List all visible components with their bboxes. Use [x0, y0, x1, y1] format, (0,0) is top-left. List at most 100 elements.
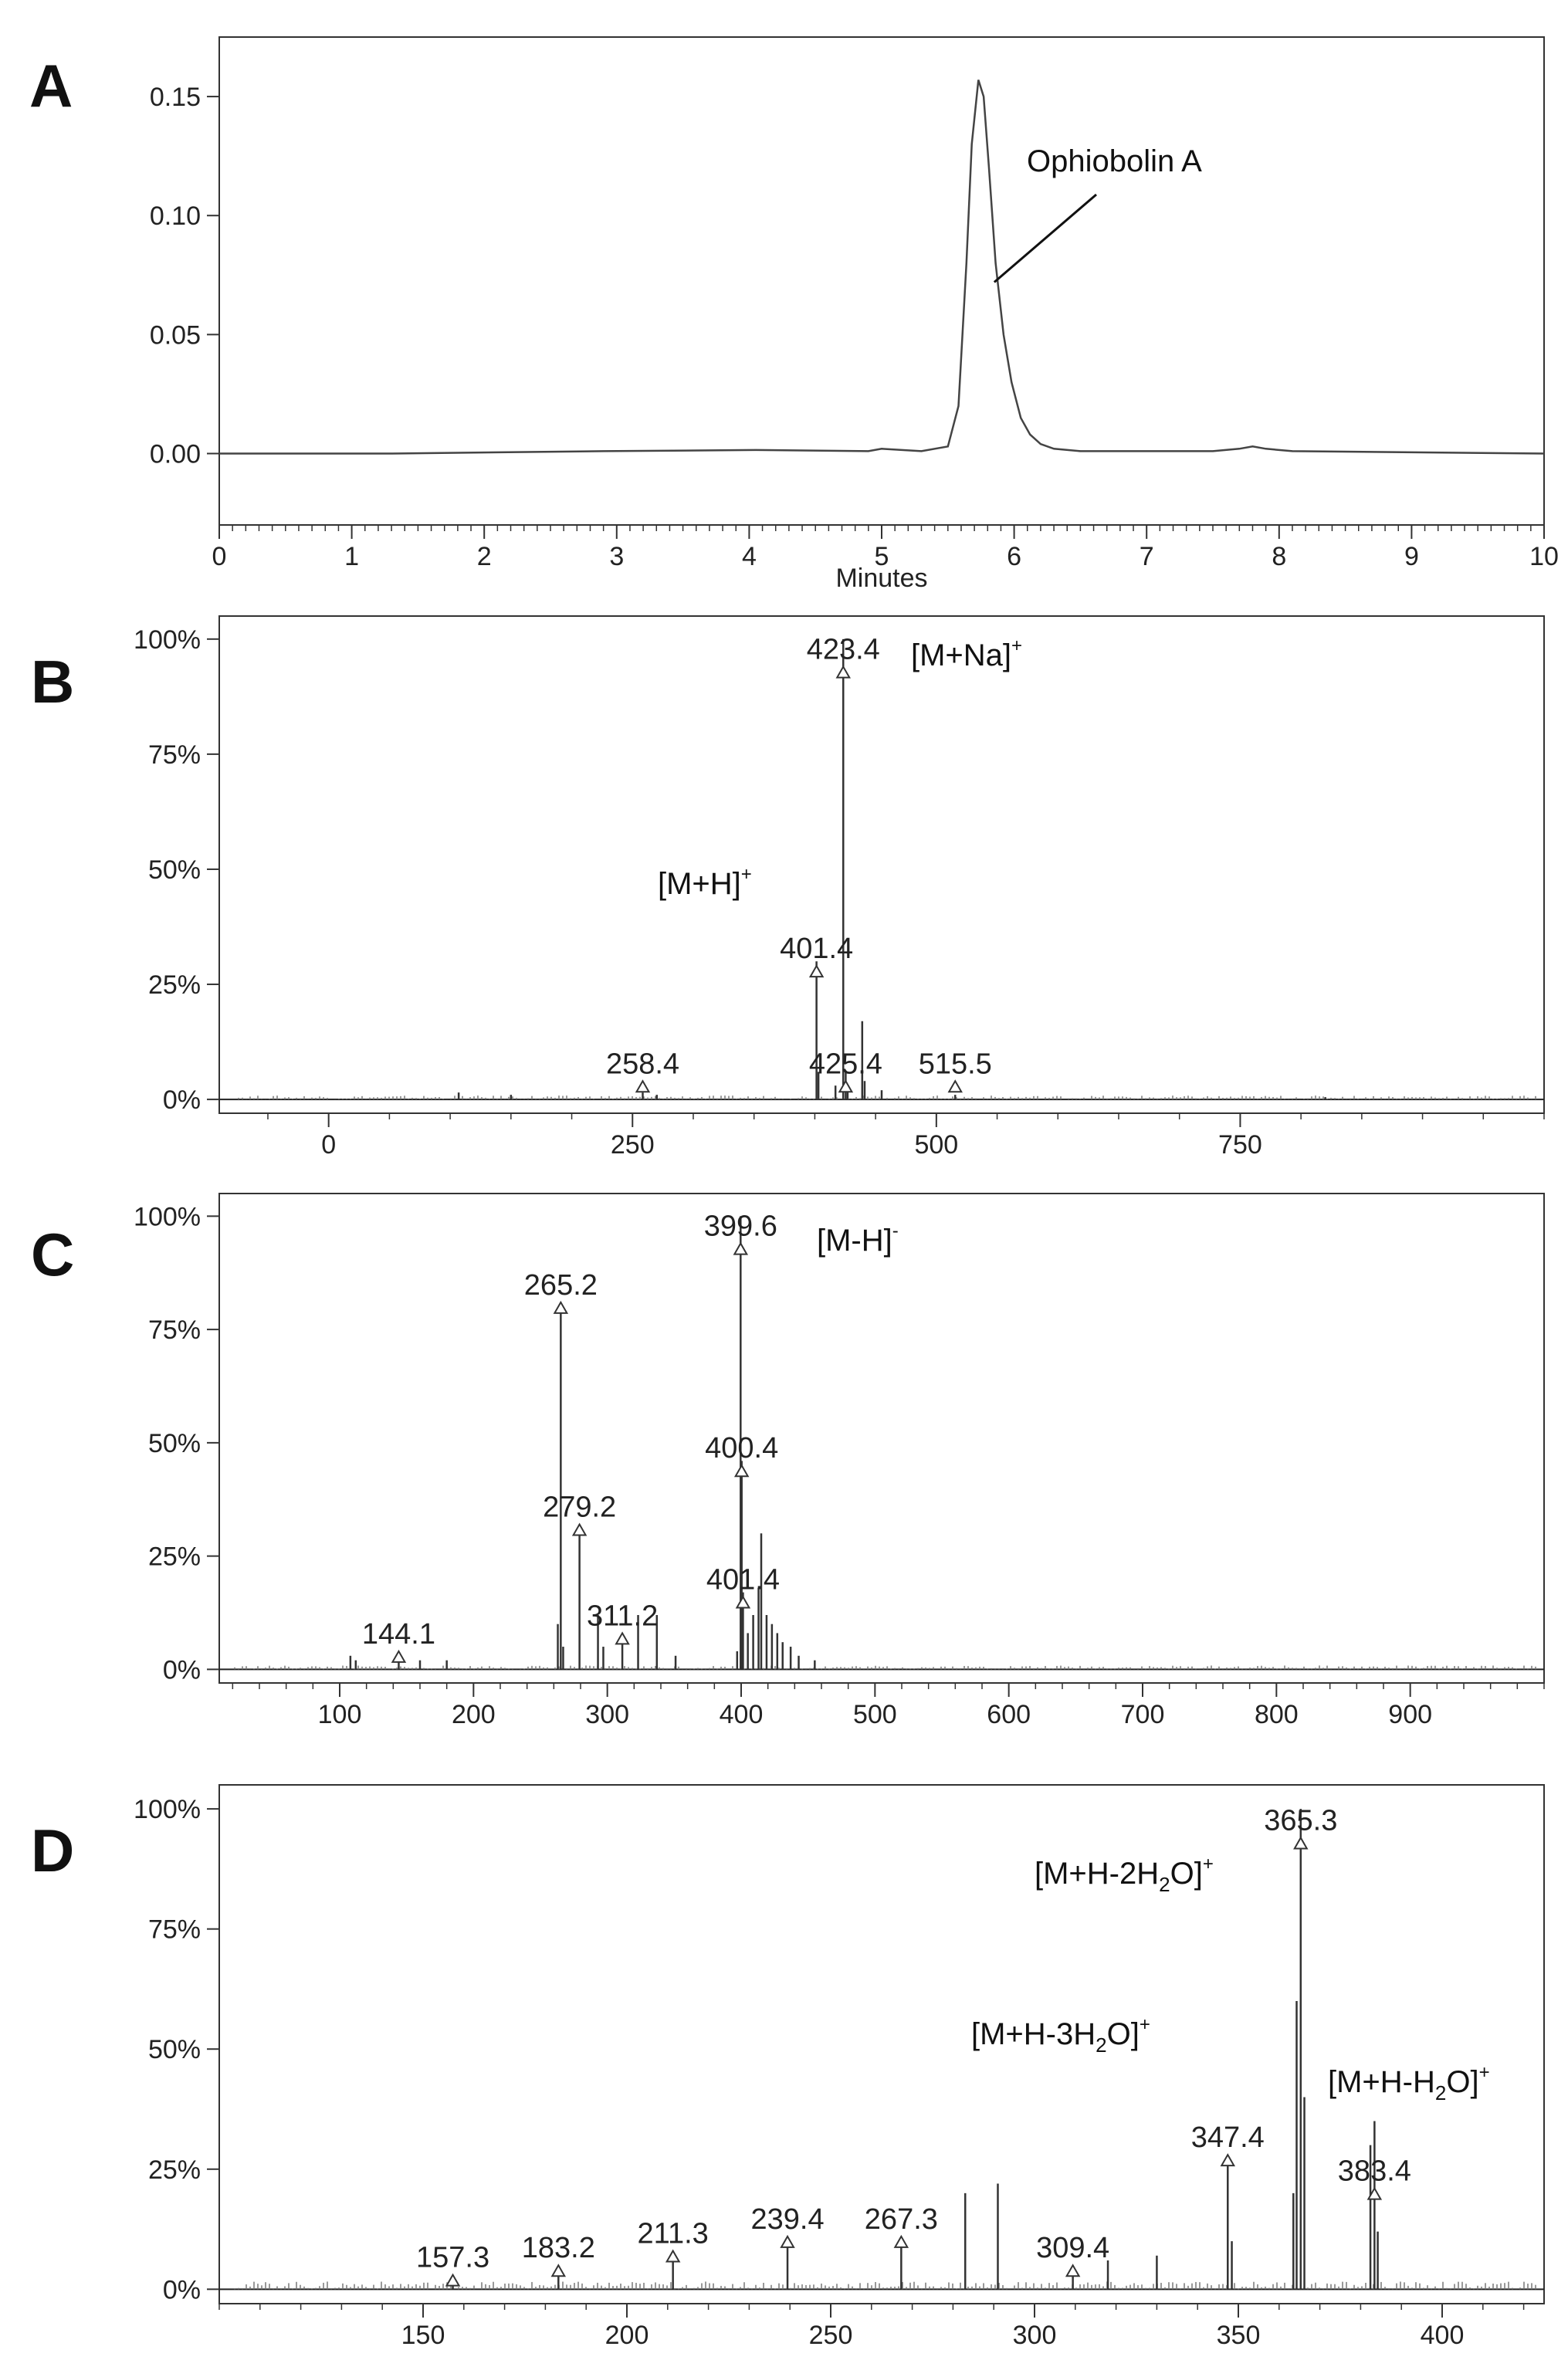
y-tick-label: 0.00 — [150, 440, 201, 469]
y-tick-label: 75% — [148, 1915, 201, 1945]
x-tick-label: 250 — [809, 2321, 853, 2350]
x-tick-label: 1 — [344, 542, 359, 571]
peak-label-400.4: 400.4 — [705, 1432, 778, 1464]
y-tick-label: 0.10 — [150, 201, 201, 231]
x-tick-label: 600 — [987, 1700, 1031, 1729]
x-tick-label: 2 — [477, 542, 492, 571]
x-tick-label: 500 — [914, 1130, 958, 1160]
y-tick-label: 75% — [148, 1315, 201, 1345]
panel-label-a: A — [29, 52, 73, 120]
peak-label-365.3: 365.3 — [1264, 1804, 1337, 1837]
panel-c-peaks — [234, 1216, 1536, 1670]
y-tick-label: 0.15 — [150, 83, 201, 112]
x-tick-label: 150 — [401, 2321, 445, 2350]
x-tick-label: 6 — [1007, 542, 1021, 571]
y-tick-label: 50% — [148, 1429, 201, 1458]
panel-c-peak-labels: 399.6 265.2 400.4 279.2 401.4 311.2 144.1 — [362, 1211, 780, 1663]
panel-d-peaks — [234, 1809, 1536, 2290]
y-tick-label: 25% — [148, 2155, 201, 2185]
ion-label-m-h-h2o: [M+H-H2O]+ — [1328, 2062, 1490, 2104]
ophiobolin-a-annotation: Ophiobolin A — [1027, 144, 1202, 178]
y-tick-label: 0% — [163, 1655, 201, 1685]
peak-marker-279.2 — [571, 1522, 588, 1536]
peak-marker-383.4 — [1366, 2186, 1383, 2200]
panel-b-peaks — [234, 638, 1536, 1100]
peak-label-258.4: 258.4 — [606, 1048, 679, 1080]
peak-marker-265.2 — [553, 1300, 569, 1314]
peak-label-347.4: 347.4 — [1191, 2121, 1265, 2154]
peak-marker-425.4 — [838, 1079, 854, 1093]
peak-marker-365.3 — [1293, 1836, 1309, 1850]
peak-marker-401.4 — [808, 964, 825, 978]
x-tick-label: 400 — [720, 1700, 764, 1729]
peak-label-309.4: 309.4 — [1036, 2232, 1109, 2264]
peak-label-401.4: 401.4 — [706, 1563, 780, 1596]
x-tick-label: 800 — [1255, 1700, 1299, 1729]
x-tick-label: 3 — [609, 542, 624, 571]
x-tick-label: 500 — [853, 1700, 897, 1729]
peak-marker-515.5 — [947, 1079, 963, 1093]
peak-label-515.5: 515.5 — [919, 1048, 992, 1080]
x-tick-label: 10 — [1529, 542, 1559, 571]
x-tick-label: 900 — [1388, 1700, 1432, 1729]
x-tick-label: 250 — [611, 1130, 655, 1160]
x-tick-label: 300 — [1013, 2321, 1057, 2350]
panel-a-ticks: 0 1 2 3 4 5 6 7 8 9 10 0.00 0.05 0.10 0.15 — [150, 83, 1559, 571]
panel-label-d: D — [31, 1817, 74, 1884]
peak-marker-267.3 — [893, 2234, 909, 2248]
peak-marker-423.4 — [835, 665, 851, 679]
peak-marker-211.3 — [665, 2249, 681, 2263]
peak-marker-183.2 — [550, 2264, 567, 2277]
y-tick-label: 50% — [148, 855, 201, 885]
peak-marker-239.4 — [780, 2234, 795, 2248]
ion-label-m-h-3h2o: [M+H-3H2O]+ — [971, 2014, 1150, 2057]
x-tick-label: 5 — [875, 542, 889, 571]
peak-label-401.4: 401.4 — [780, 933, 853, 965]
panel-c-ticks: 100 200 300 400 500 600 700 800 900 0% 25% 50% 75% 10… — [134, 1202, 1545, 1729]
peak-marker-311.2 — [615, 1631, 630, 1645]
panel-label-c: C — [31, 1221, 74, 1288]
peak-marker-157.3 — [445, 2273, 461, 2287]
x-tick-label: 400 — [1421, 2321, 1465, 2350]
panel-b: B 0 250 500 750 0% 25% 50% 75% 100% 423.4 401.4 25… — [31, 615, 1545, 1160]
ion-label-m-na: [M+Na]+ — [911, 635, 1022, 672]
x-tick-label: 350 — [1217, 2321, 1261, 2350]
x-tick-label: 9 — [1404, 542, 1419, 571]
y-tick-label: 50% — [148, 2035, 201, 2064]
panel-d: D 150 200 250 300 350 400 0% 25% 50% 75% 100% 365.… — [31, 1784, 1545, 2350]
ion-label-m-minus-h: [M-H]- — [817, 1221, 899, 1258]
chromatogram-line — [219, 80, 1545, 455]
panel-d-frame — [218, 1784, 1545, 2304]
y-tick-label: 25% — [148, 1542, 201, 1572]
x-tick-label: 8 — [1272, 542, 1286, 571]
y-tick-label: 25% — [148, 970, 201, 1000]
panel-b-ticks: 0 250 500 750 0% 25% 50% 75% 100% — [134, 625, 1545, 1160]
peak-marker-258.4 — [635, 1079, 651, 1093]
x-tick-label: 300 — [585, 1700, 629, 1729]
peak-marker-400.4 — [733, 1464, 750, 1478]
panel-b-peak-labels: 423.4 401.4 258.4 425.4 515.5 — [606, 634, 992, 1093]
peak-label-383.4: 383.4 — [1338, 2155, 1411, 2188]
peak-marker-347.4 — [1220, 2153, 1235, 2167]
panel-d-peak-labels: 365.3 347.4 383.4 267.3 239.4 211.3 309.4 183.2… — [416, 1804, 1411, 2287]
panel-c-frame — [218, 1193, 1545, 1684]
panel-a: A 0 1 2 3 4 5 6 7 8 9 10 0.00 0.05 0.10 0.15 Ophioboli… — [29, 36, 1559, 593]
peak-label-311.2: 311.2 — [587, 1600, 658, 1632]
x-tick-label: 100 — [318, 1700, 362, 1729]
peak-label-423.4: 423.4 — [807, 634, 880, 666]
peak-marker-144.1 — [391, 1649, 407, 1663]
x-tick-label: 200 — [452, 1700, 496, 1729]
x-tick-label: 200 — [605, 2321, 649, 2350]
panel-a-x-label: Minutes — [835, 564, 927, 593]
peak-marker-399.6 — [733, 1241, 749, 1255]
peak-label-265.2: 265.2 — [524, 1269, 598, 1302]
peak-marker-401.4 — [735, 1595, 751, 1609]
peak-label-211.3: 211.3 — [638, 2218, 709, 2250]
peak-label-144.1: 144.1 — [362, 1618, 435, 1651]
x-tick-label: 700 — [1121, 1700, 1165, 1729]
panel-label-b: B — [31, 648, 74, 716]
y-tick-label: 100% — [134, 1202, 201, 1231]
y-tick-label: 0.05 — [150, 320, 201, 350]
x-tick-label: 0 — [212, 542, 227, 571]
